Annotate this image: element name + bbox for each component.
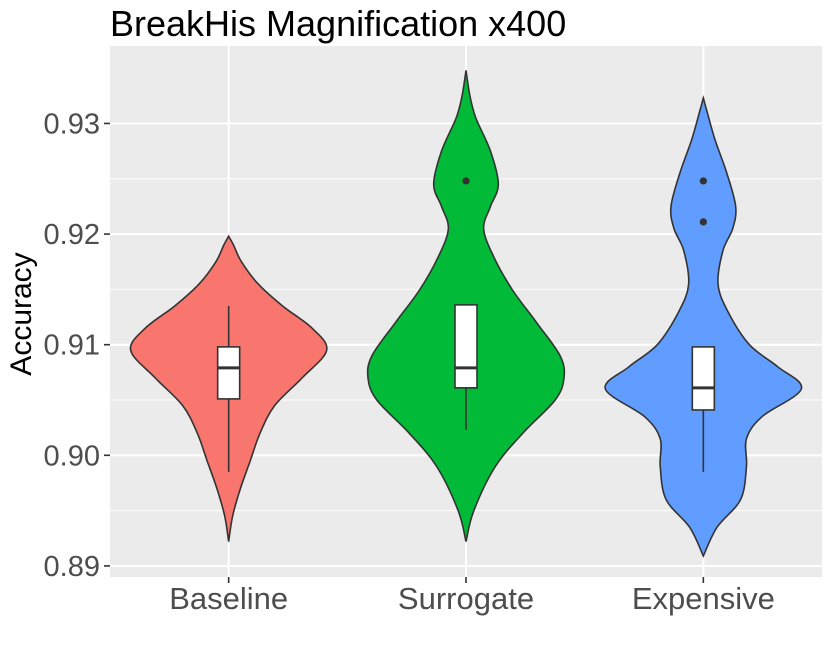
x-tick-label: Baseline	[169, 581, 288, 616]
box-baseline	[216, 346, 241, 400]
x-tick-label: Expensive	[632, 581, 775, 616]
violin-expensive	[604, 94, 803, 558]
y-axis-label: Accuracy	[5, 252, 38, 375]
outlier-point	[462, 177, 470, 185]
y-tick-label: 0.91	[44, 330, 100, 362]
outlier-point	[699, 177, 707, 185]
x-axis: Baseline Surrogate Expensive	[169, 577, 775, 616]
y-tick-label: 0.89	[44, 551, 100, 583]
violins	[129, 70, 803, 558]
chart-title: BreakHis Magnification x400	[110, 3, 566, 44]
outlier-point	[699, 218, 707, 226]
box-surrogate	[454, 304, 478, 389]
y-axis: 0.89 0.90 0.91 0.92 0.93	[44, 108, 110, 583]
x-tick-label: Surrogate	[398, 581, 534, 616]
box-expensive	[691, 346, 716, 411]
y-tick-label: 0.93	[44, 108, 100, 140]
y-tick-label: 0.92	[44, 219, 100, 251]
y-tick-label: 0.90	[44, 440, 100, 472]
